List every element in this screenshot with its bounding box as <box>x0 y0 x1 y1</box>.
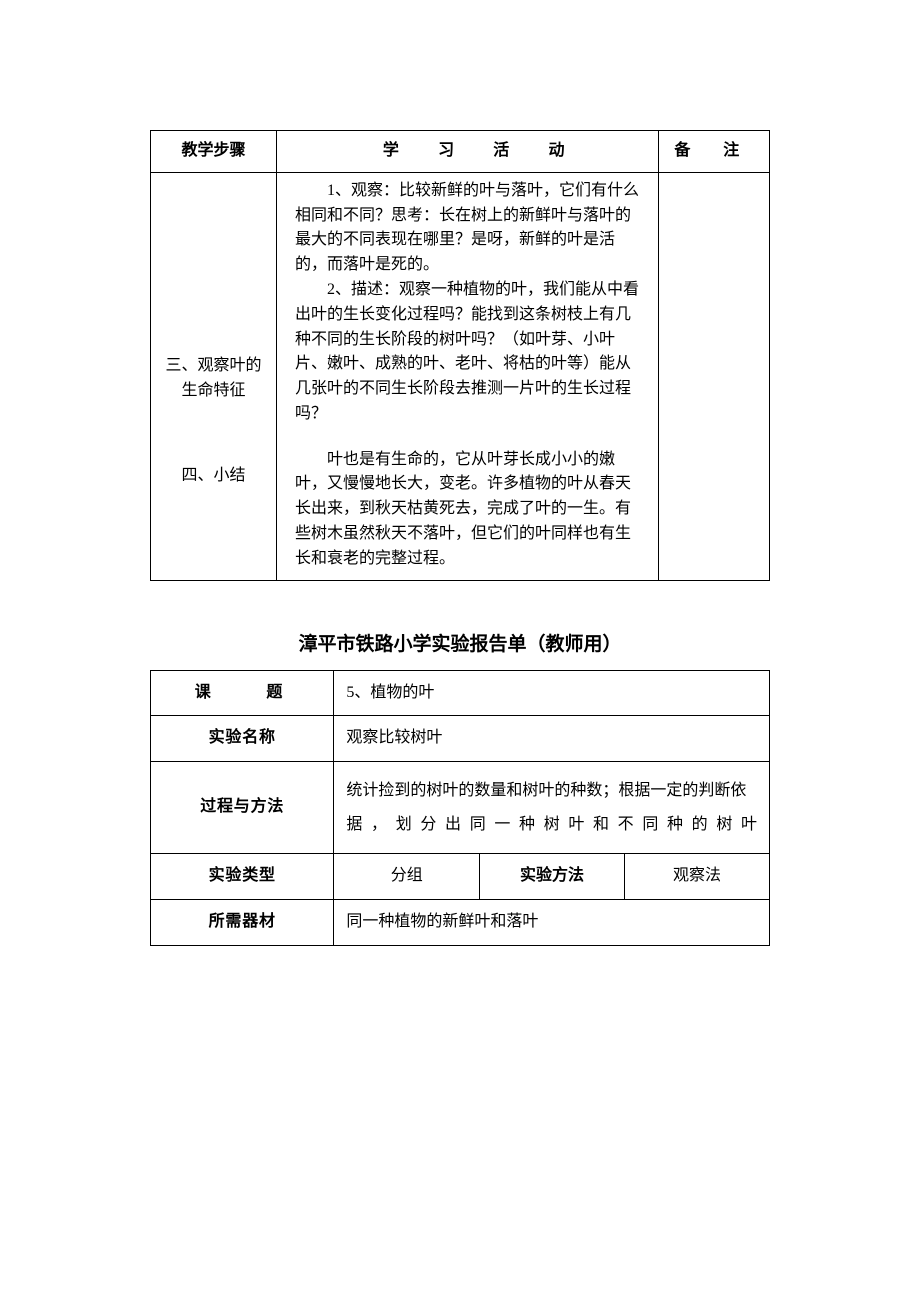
activity-content-cell: 1、观察：比较新鲜的叶与落叶，它们有什么相同和不同？思考：长在树上的新鲜叶与落叶… <box>277 172 659 580</box>
teaching-steps-table: 教学步骤 学 习 活 动 备 注 三、观察叶的生命特征 四、小结 1、观察：比较… <box>150 130 770 581</box>
activity-para-1: 1、观察：比较新鲜的叶与落叶，它们有什么相同和不同？思考：长在树上的新鲜叶与落叶… <box>295 179 640 278</box>
header-step: 教学步骤 <box>151 131 277 173</box>
experiment-name-value: 观察比较树叶 <box>334 716 770 762</box>
table-row: 所需器材 同一种植物的新鲜叶和落叶 <box>151 900 770 946</box>
method-label: 实验方法 <box>480 854 625 900</box>
table-row: 过程与方法 统计捡到的树叶的数量和树叶的种数；根据一定的判断依据，划分出同一种树… <box>151 762 770 854</box>
activity-para-2: 2、描述：观察一种植物的叶，我们能从中看出叶的生长变化过程吗？能找到这条树枝上有… <box>295 278 640 427</box>
topic-value: 5、植物的叶 <box>334 670 770 716</box>
experiment-report-table: 课 题 5、植物的叶 实验名称 观察比较树叶 过程与方法 统计捡到的树叶的数量和… <box>150 670 770 946</box>
report-title: 漳平市铁路小学实验报告单（教师用） <box>150 629 770 656</box>
process-label: 过程与方法 <box>151 762 334 854</box>
step-labels-cell: 三、观察叶的生命特征 四、小结 <box>151 172 277 580</box>
type-label: 实验类型 <box>151 854 334 900</box>
process-value: 统计捡到的树叶的数量和树叶的种数；根据一定的判断依据，划分出同一种树叶和不同种的… <box>334 762 770 854</box>
table-header-row: 教学步骤 学 习 活 动 备 注 <box>151 131 770 173</box>
table-body-row: 三、观察叶的生命特征 四、小结 1、观察：比较新鲜的叶与落叶，它们有什么相同和不… <box>151 172 770 580</box>
paragraph-gap <box>295 427 640 448</box>
notes-cell <box>659 172 770 580</box>
topic-label: 课 题 <box>151 670 334 716</box>
activity-para-3: 叶也是有生命的，它从叶芽长成小小的嫩叶，又慢慢地长大，变老。许多植物的叶从春天长… <box>295 448 640 572</box>
table-row: 实验名称 观察比较树叶 <box>151 716 770 762</box>
step-4-label: 四、小结 <box>161 404 266 489</box>
header-notes: 备 注 <box>659 131 770 173</box>
step-3-label: 三、观察叶的生命特征 <box>161 264 266 404</box>
document-page: 教学步骤 学 习 活 动 备 注 三、观察叶的生命特征 四、小结 1、观察：比较… <box>0 0 920 1302</box>
experiment-name-label: 实验名称 <box>151 716 334 762</box>
table-row: 课 题 5、植物的叶 <box>151 670 770 716</box>
materials-value: 同一种植物的新鲜叶和落叶 <box>334 900 770 946</box>
table-row: 实验类型 分组 实验方法 观察法 <box>151 854 770 900</box>
materials-label: 所需器材 <box>151 900 334 946</box>
type-value: 分组 <box>334 854 480 900</box>
header-activity: 学 习 活 动 <box>277 131 659 173</box>
method-value: 观察法 <box>625 854 770 900</box>
